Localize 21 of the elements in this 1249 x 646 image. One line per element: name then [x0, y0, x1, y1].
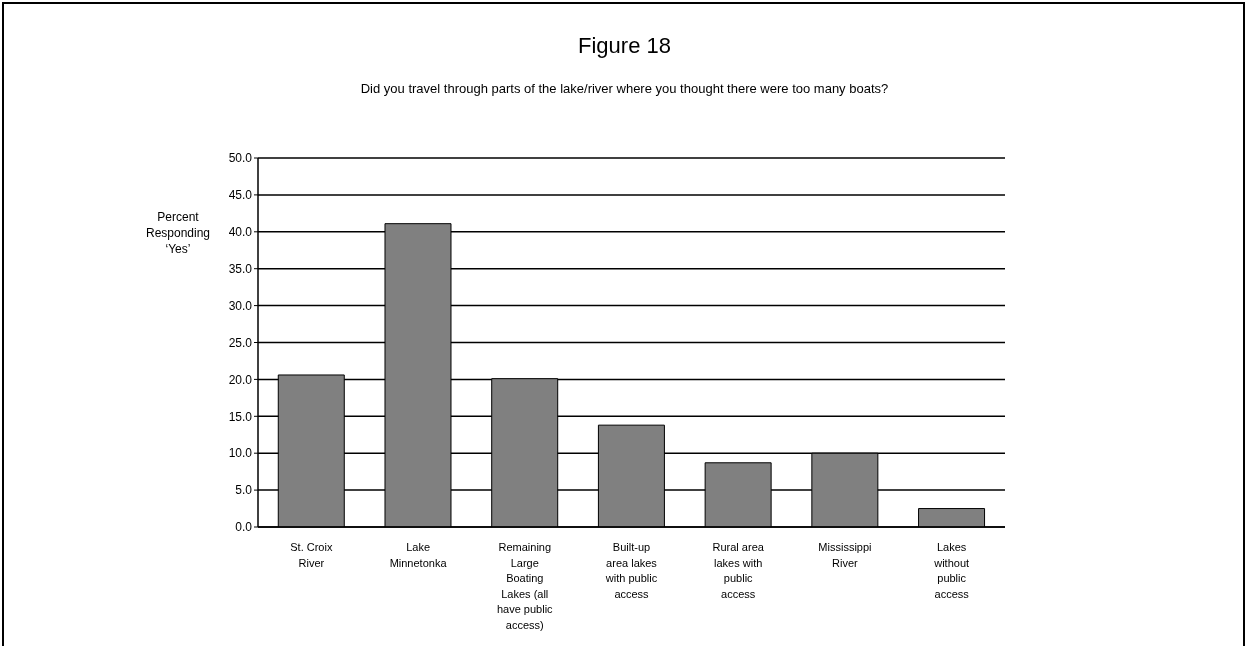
chart-subtitle: Did you travel through parts of the lake/river where you thought there were too many boats? [359, 81, 890, 96]
y-tick-label: 0.0 [235, 520, 253, 535]
y-axis-title: Percent Responding ‘Yes’ [145, 209, 211, 256]
y-tick-label: 15.0 [228, 409, 253, 424]
x-tick-label: St. Croix River [290, 541, 333, 569]
x-tick-label: Lake Minnetonka [389, 541, 448, 569]
y-tick-label: 5.0 [235, 483, 253, 498]
y-tick-label: 10.0 [228, 446, 253, 461]
y-tick-label: 20.0 [228, 372, 253, 387]
x-tick-label: Lakes without public access [933, 541, 970, 600]
x-tick-label: Built-up area lakes with public access [604, 541, 658, 600]
chart-title: Figure 18 [577, 33, 672, 59]
x-tick-label: Mississippi River [818, 541, 872, 569]
y-tick-label: 30.0 [228, 298, 253, 313]
y-tick-label: 25.0 [228, 335, 253, 350]
x-tick-label: Rural area lakes with public access [712, 541, 765, 600]
y-tick-label: 40.0 [228, 225, 253, 240]
x-tick-label: Remaining Large Boating Lakes (all have public access) [496, 541, 554, 631]
y-tick-label: 45.0 [228, 188, 253, 203]
y-tick-label: 35.0 [228, 261, 253, 276]
y-tick-label: 50.0 [228, 151, 253, 166]
